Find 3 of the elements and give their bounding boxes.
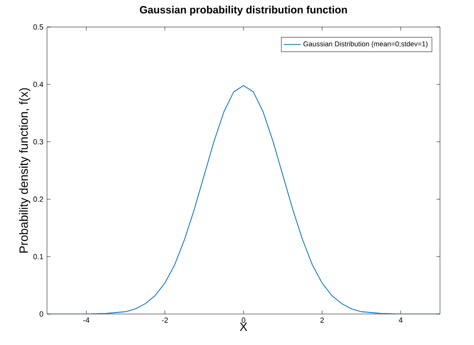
y-axis-title: Probability density function, f(x) xyxy=(19,88,30,253)
x-axis-title: X xyxy=(240,322,248,331)
chart-title: Gaussian probability distribution function xyxy=(140,6,347,16)
